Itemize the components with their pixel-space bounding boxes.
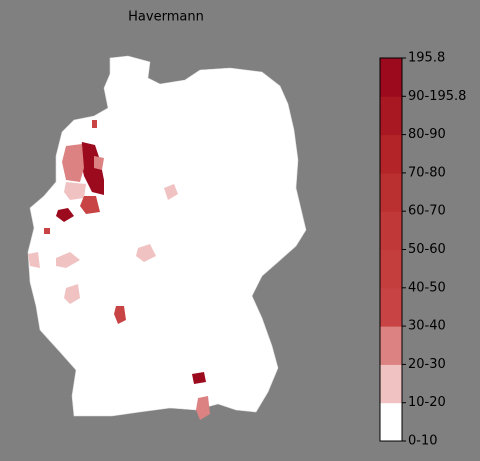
colorbar-label: 40-50 — [408, 280, 446, 295]
map-title: Havermann — [128, 10, 204, 25]
colorbar-label: 20-30 — [408, 357, 446, 372]
region — [64, 284, 80, 304]
region — [56, 252, 80, 268]
region — [64, 182, 86, 200]
country-outline — [27, 55, 307, 417]
colorbar: 0-10 10-20 20-30 30-40 40-50 50-60 60-70 70-80 8… — [379, 51, 466, 449]
colorbar-label: 195.8 — [408, 51, 445, 66]
colorbar-label: 90-195.8 — [408, 89, 466, 104]
germany-map — [27, 55, 307, 420]
region — [80, 142, 104, 195]
colorbar-segment — [380, 364, 402, 404]
colorbar-segment — [380, 58, 402, 97]
region — [192, 372, 206, 384]
colorbar-segment — [380, 249, 402, 289]
region — [56, 208, 74, 222]
region — [44, 228, 50, 234]
region — [164, 184, 178, 200]
region — [28, 252, 40, 268]
colorbar-segment — [380, 96, 402, 136]
colorbar-label: 70-80 — [408, 165, 446, 180]
colorbar-segment — [380, 402, 402, 442]
colorbar-label: 50-60 — [408, 242, 446, 257]
colorbar-segment — [380, 287, 402, 327]
region — [196, 396, 210, 420]
region — [92, 120, 97, 128]
colorbar-label: 10-20 — [408, 395, 446, 410]
colorbar-segment — [380, 134, 402, 174]
colorbar-label: 30-40 — [408, 319, 446, 334]
region — [114, 306, 126, 324]
region — [62, 144, 84, 182]
region — [94, 156, 104, 170]
region — [80, 196, 100, 214]
colorbar-label: 0-10 — [408, 434, 438, 449]
colorbar-label: 80-90 — [408, 127, 446, 142]
colorbar-label: 60-70 — [408, 204, 446, 219]
colorbar-segment — [380, 211, 402, 250]
region — [136, 244, 156, 262]
colorbar-segment — [380, 172, 402, 212]
colorbar-segment — [380, 326, 402, 365]
